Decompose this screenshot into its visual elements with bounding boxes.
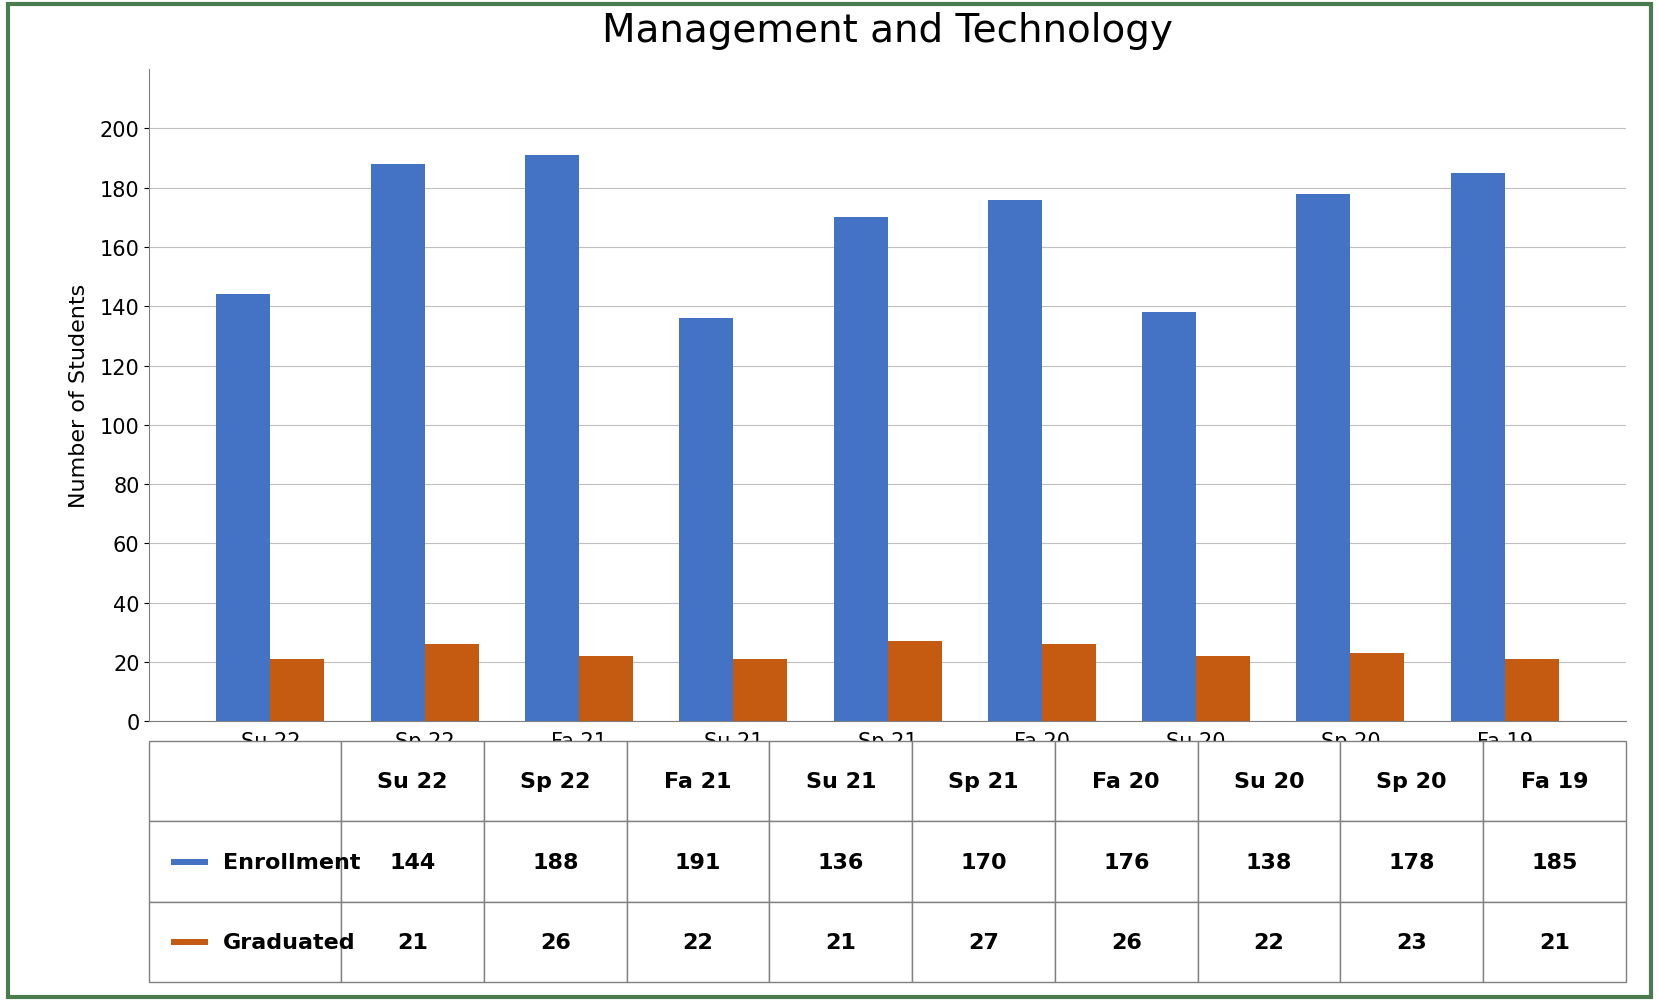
Bar [425, 644, 479, 721]
Bar [1505, 659, 1559, 721]
Bar [1340, 741, 1483, 822]
Bar [1296, 194, 1350, 721]
Text: 170: 170 [961, 852, 1007, 872]
Text: Sp 22: Sp 22 [521, 772, 591, 792]
Text: 188: 188 [533, 852, 579, 872]
Bar [484, 741, 627, 822]
Text: Sp 21: Sp 21 [949, 772, 1019, 792]
Text: 21: 21 [397, 932, 428, 952]
Text: 22: 22 [684, 932, 713, 952]
Bar [524, 156, 579, 721]
Bar [1042, 644, 1097, 721]
Bar [370, 165, 425, 721]
Bar [579, 656, 634, 721]
Text: Sp 20: Sp 20 [1377, 772, 1447, 792]
Bar [149, 822, 342, 902]
Bar [1350, 653, 1405, 721]
Bar [171, 859, 209, 865]
Bar [912, 741, 1055, 822]
Text: 191: 191 [675, 852, 722, 872]
Bar [833, 218, 888, 721]
Text: 178: 178 [1389, 852, 1435, 872]
Bar [888, 641, 942, 721]
Title: Management and Technology: Management and Technology [602, 12, 1173, 50]
Bar [1340, 822, 1483, 902]
Text: 138: 138 [1246, 852, 1292, 872]
Text: Fa 20: Fa 20 [1093, 772, 1160, 792]
Bar [1340, 902, 1483, 982]
Text: 176: 176 [1103, 852, 1150, 872]
Bar [149, 741, 342, 822]
Bar [171, 939, 209, 945]
Text: 26: 26 [539, 932, 571, 952]
Bar [679, 319, 733, 721]
Text: Su 22: Su 22 [378, 772, 448, 792]
Bar [912, 902, 1055, 982]
Bar [627, 741, 770, 822]
Text: 136: 136 [818, 852, 864, 872]
Bar [484, 822, 627, 902]
Bar [216, 296, 270, 721]
Text: 185: 185 [1531, 852, 1578, 872]
Bar [987, 200, 1042, 721]
Bar [270, 659, 325, 721]
Bar [770, 741, 912, 822]
Text: 21: 21 [1540, 932, 1569, 952]
Text: 23: 23 [1397, 932, 1427, 952]
Bar [627, 822, 770, 902]
Text: Fa 19: Fa 19 [1521, 772, 1588, 792]
Bar [342, 822, 484, 902]
Bar [770, 822, 912, 902]
Bar [484, 902, 627, 982]
Bar [342, 741, 484, 822]
Text: Su 21: Su 21 [806, 772, 876, 792]
Text: 144: 144 [390, 852, 436, 872]
Bar [733, 659, 788, 721]
Text: Su 20: Su 20 [1234, 772, 1304, 792]
Bar [1196, 656, 1251, 721]
Text: 21: 21 [826, 932, 856, 952]
Bar [1198, 822, 1340, 902]
Bar [627, 902, 770, 982]
Text: 26: 26 [1112, 932, 1141, 952]
Bar [1198, 902, 1340, 982]
Bar [1055, 902, 1198, 982]
Text: 27: 27 [969, 932, 999, 952]
Bar [342, 902, 484, 982]
Bar [1055, 822, 1198, 902]
Bar [912, 822, 1055, 902]
Y-axis label: Number of Students: Number of Students [68, 284, 88, 508]
Text: Enrollment: Enrollment [222, 852, 360, 872]
Bar [770, 902, 912, 982]
Bar [1483, 822, 1626, 902]
Bar [1450, 173, 1505, 721]
Text: Fa 21: Fa 21 [664, 772, 732, 792]
Bar [1198, 741, 1340, 822]
Text: 22: 22 [1254, 932, 1284, 952]
Bar [1055, 741, 1198, 822]
Bar [149, 902, 342, 982]
Bar [1483, 741, 1626, 822]
Bar [1141, 313, 1196, 721]
Text: Graduated: Graduated [222, 932, 355, 952]
Bar [1483, 902, 1626, 982]
